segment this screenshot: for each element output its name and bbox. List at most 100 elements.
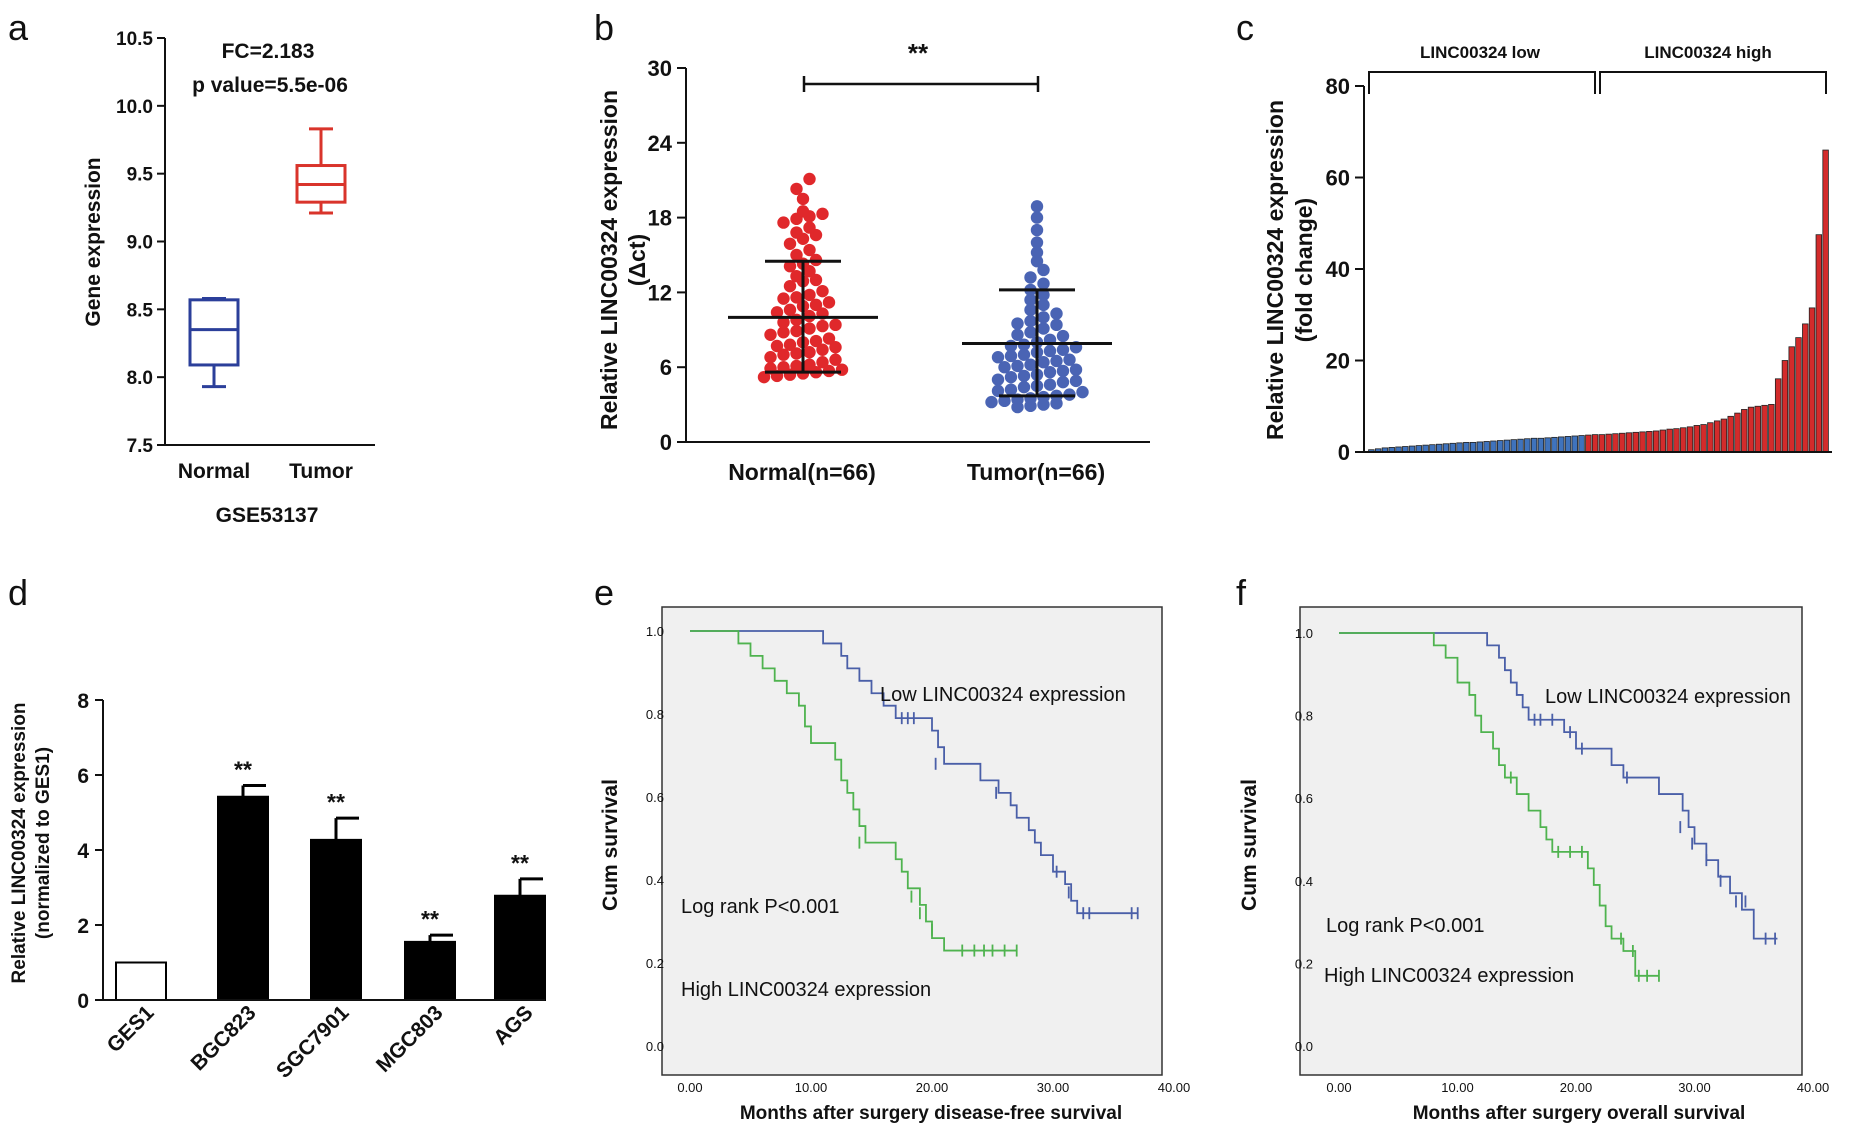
panel-b-point-normal (790, 248, 803, 262)
panel-b-point-normal (777, 348, 790, 361)
panel-b-point-normal (777, 316, 790, 329)
panel-c-bar-high (1673, 428, 1680, 453)
panel-b-point-tumor (1024, 303, 1037, 317)
panel-c-bar-high (1639, 431, 1646, 453)
panel-b-point-tumor (1030, 246, 1044, 259)
panel-c-bar-low (1571, 435, 1578, 453)
panel-b-point-tumor (1024, 358, 1037, 371)
panel-b-point-normal (790, 291, 803, 304)
panel-d-ytick-label: 2 (77, 915, 89, 938)
panel-b-ytick-label: 18 (648, 206, 672, 231)
panel-b-point-normal (829, 341, 842, 354)
panel-b-point-tumor (1011, 328, 1024, 341)
panel-e-ytick-label: 0.6 (646, 790, 664, 805)
panel-d-xtick-label: BGC823 (186, 1001, 260, 1075)
panel-a-xlabel: GSE53137 (216, 504, 319, 527)
panel-b-point-normal (803, 243, 816, 257)
panel-d-xtick-label: GES1 (103, 1001, 159, 1057)
panel-b-point-normal (809, 273, 823, 287)
panel-e-ytick-label: 1.0 (646, 624, 664, 639)
panel-f-ylabel: Cum survival (1238, 779, 1261, 911)
panel-c-ytick-label: 80 (1326, 74, 1350, 99)
panel-a-xtick-tumor: Tumor (289, 460, 353, 483)
panel-c-bar-low (1469, 441, 1477, 453)
panel-d-significance-stars: ** (421, 906, 439, 932)
panel-b-point-normal (790, 359, 803, 373)
panel-b-point-normal (809, 334, 823, 348)
panel-b-point-normal (803, 172, 816, 186)
panel-b-point-tumor (991, 384, 1005, 398)
panel-b-point-normal (777, 292, 790, 305)
panel-label-c: c (1236, 7, 1254, 48)
panel-a-ylabel: Gene expression (82, 157, 105, 326)
panel-d-significance-stars: ** (234, 757, 252, 783)
panel-d-xtick-label: SGC7901 (272, 1001, 354, 1083)
panel-b-point-tumor (1030, 223, 1044, 237)
panel-d-significance-stars: ** (511, 850, 529, 876)
panel-b-point-normal (777, 216, 790, 229)
panel-f-ytick-label: 1.0 (1295, 626, 1313, 641)
panel-b-point-tumor (1063, 353, 1076, 366)
panel-b-point-tumor (1056, 364, 1070, 378)
panel-e-logrank-label: Log rank P<0.001 (681, 896, 839, 918)
panel-e-xtick-label: 40.00 (1158, 1080, 1191, 1095)
panel-c-bar-high (1605, 433, 1612, 453)
panel-b-point-normal (816, 207, 829, 221)
panel-c-bar-high (1652, 430, 1660, 453)
panel-b-point-tumor (1037, 322, 1050, 335)
panel-a-ytick-label: 10.0 (116, 97, 153, 118)
panel-b-point-tumor (991, 351, 1005, 364)
panel-e-plot-area (661, 606, 1163, 1076)
panel-b-point-normal (803, 221, 816, 234)
panel-c-bar-low (1456, 442, 1463, 453)
panel-b-point-normal (803, 288, 816, 302)
panel-a-ytick-label: 9.0 (127, 233, 153, 254)
panel-b-point-tumor (991, 373, 1005, 386)
panel-b-point-normal (783, 338, 797, 351)
panel-b-ylabel-line1: Relative LINC00324 expression (596, 90, 622, 430)
panel-c-ytick-label: 20 (1326, 349, 1350, 374)
panel-a-fc-label: FC=2.183 (222, 40, 315, 63)
panel-c-ytick-label: 40 (1326, 257, 1350, 282)
panel-b-xtick-normal: Normal(n=66) (728, 459, 876, 485)
panel-c-bar-high (1686, 426, 1694, 453)
panel-e-ytick-label: 0.0 (646, 1039, 664, 1054)
panel-c-bar-low (1429, 444, 1436, 453)
panel-c-bar-high (1585, 434, 1592, 453)
panel-c-ylabel-line2: (fold change) (1291, 198, 1317, 342)
panel-f-xtick-label: 30.00 (1678, 1080, 1711, 1095)
panel-b-point-tumor (1050, 318, 1063, 332)
panel-c-bar-low (1517, 438, 1524, 453)
panel-c-bar-high (1768, 404, 1775, 453)
panel-d-bars: Relative LINC00324 expression (normalize… (9, 690, 546, 1083)
panel-b-scatter: Relative LINC00324 expression (Δct) Norm… (596, 38, 1150, 485)
panel-c-bar-low (1564, 436, 1572, 453)
panel-c-bar-low (1558, 436, 1565, 453)
panel-b-point-tumor (1037, 311, 1050, 324)
panel-a-ytick-label: 8.0 (127, 368, 153, 389)
panel-c-bar-high (1612, 433, 1619, 453)
panel-c-bar-low (1510, 439, 1517, 453)
panel-d-significance-stars: ** (327, 789, 345, 815)
panel-e-ytick-label: 0.4 (646, 873, 664, 888)
panel-e-xtick-label: 20.00 (916, 1080, 949, 1095)
panel-f-ytick-label: 0.4 (1295, 874, 1313, 889)
panel-b-point-normal (816, 343, 829, 356)
panel-c-bar-low (1442, 443, 1450, 453)
panel-b-point-tumor (1069, 374, 1083, 388)
panel-b-point-normal (790, 347, 803, 360)
panel-f-high-label: High LINC00324 expression (1324, 965, 1574, 987)
panel-b-point-normal (783, 260, 797, 273)
panel-d-ytick-label: 0 (77, 990, 89, 1013)
panel-b-point-normal (783, 303, 797, 317)
panel-c-bar-low (1497, 440, 1504, 453)
panel-a-ytick-label: 10.5 (116, 29, 153, 50)
panel-a-ytick-label: 8.5 (127, 300, 154, 321)
panel-f-logrank-label: Log rank P<0.001 (1326, 915, 1484, 937)
panel-b-point-normal (829, 318, 842, 332)
panel-c-bars: Relative LINC00324 expression (fold chan… (1262, 43, 1832, 465)
panel-b-point-tumor (1043, 365, 1057, 379)
panel-a-xtick-normal: Normal (178, 460, 250, 483)
panel-c-bar-high (1808, 307, 1816, 453)
